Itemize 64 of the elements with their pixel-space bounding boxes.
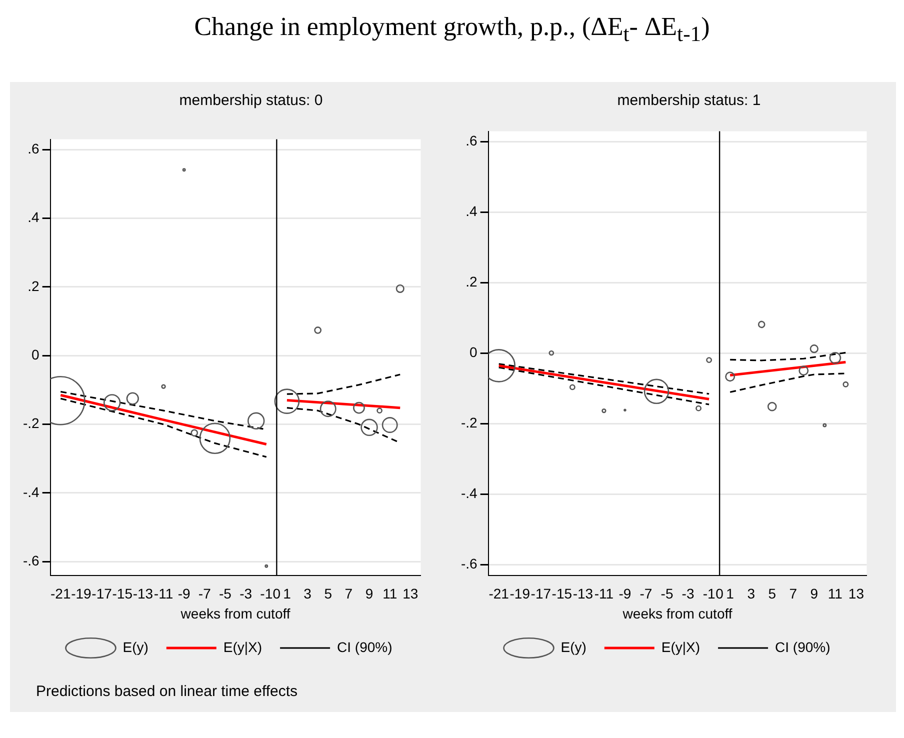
x-tick-label: -9 — [618, 586, 632, 602]
x-tick-label: 9 — [810, 586, 818, 602]
y-tick-label: .6 — [466, 132, 478, 149]
x-tick-label: -11 — [594, 586, 614, 602]
x-tick-label: -21 — [488, 586, 510, 602]
x-tick-label: -7 — [198, 586, 212, 602]
x-tick-label: 7 — [344, 586, 353, 602]
x-tick-label: 13 — [402, 586, 418, 602]
y-tick-label: -.4 — [22, 484, 40, 500]
x-tick-label: -9 — [178, 586, 191, 602]
x-tick-label: 13 — [848, 586, 864, 602]
x-tick-label: -1 — [260, 586, 273, 602]
legend-label: CI (90%) — [775, 638, 830, 655]
chart-subtitle: membership status: 0 — [178, 92, 324, 111]
x-tick-label: -13 — [572, 586, 594, 602]
y-tick-label: .2 — [466, 274, 478, 290]
x-tick-label: -19 — [510, 586, 530, 602]
x-tick-label: 1 — [726, 586, 734, 602]
x-tick-label: -7 — [640, 586, 652, 602]
x-tick-label: -5 — [660, 586, 674, 602]
x-tick-label: -15 — [112, 586, 133, 602]
legend-label: E(y) — [560, 638, 586, 655]
x-tick-label: 0 — [272, 586, 281, 602]
x-tick-label: -11 — [154, 586, 174, 602]
x-axis-title: weeks from cutoff — [622, 605, 732, 622]
x-tick-label: 7 — [789, 586, 798, 602]
y-tick-label: .4 — [466, 203, 478, 220]
y-tick-label: .2 — [28, 278, 40, 294]
x-tick-label: 5 — [324, 586, 332, 602]
y-tick-label: .4 — [28, 209, 40, 226]
x-tick-label: 0 — [716, 586, 724, 602]
legend-label: E(y) — [122, 638, 148, 655]
y-tick-label: 0 — [470, 344, 478, 360]
chart-subtitle: membership status: 1 — [616, 92, 762, 111]
y-tick-label: -.6 — [460, 556, 478, 572]
x-tick-label: 1 — [283, 586, 292, 602]
text: Predictions based on linear time effects — [36, 683, 299, 700]
y-tick-label: 0 — [32, 346, 40, 362]
x-tick-label: 9 — [365, 586, 374, 602]
chart-title: Change in employment growth, p.p., (ΔE$_{t}$- ΔE$_{t-1}$) — [193, 11, 711, 48]
legend-label: E(y|X) — [661, 638, 700, 655]
y-tick-label: -.6 — [22, 552, 40, 569]
x-tick-label: -3 — [240, 586, 252, 602]
x-tick-label: 11 — [382, 586, 398, 602]
x-tick-label: -21 — [50, 586, 71, 602]
x-axis-title: weeks from cutoff — [180, 605, 290, 622]
x-tick-label: -3 — [682, 586, 694, 602]
legend-label: CI (90%) — [337, 638, 392, 655]
x-tick-label: -13 — [132, 586, 154, 602]
y-tick-label: .6 — [28, 140, 40, 156]
x-tick-label: 3 — [747, 586, 756, 602]
x-tick-label: -15 — [552, 586, 572, 602]
x-tick-label: -19 — [71, 586, 92, 602]
x-tick-label: -17 — [530, 586, 552, 602]
y-tick-label: -.2 — [460, 414, 478, 431]
x-tick-label: 5 — [768, 586, 776, 602]
x-tick-label: 3 — [304, 586, 312, 602]
x-tick-label: -5 — [219, 586, 232, 602]
x-tick-label: -17 — [92, 586, 112, 602]
y-tick-label: -.4 — [460, 485, 478, 502]
x-tick-label: 11 — [828, 586, 843, 602]
legend-label: E(y|X) — [223, 638, 262, 655]
x-tick-label: -1 — [702, 586, 716, 602]
y-tick-label: -.2 — [22, 415, 40, 432]
